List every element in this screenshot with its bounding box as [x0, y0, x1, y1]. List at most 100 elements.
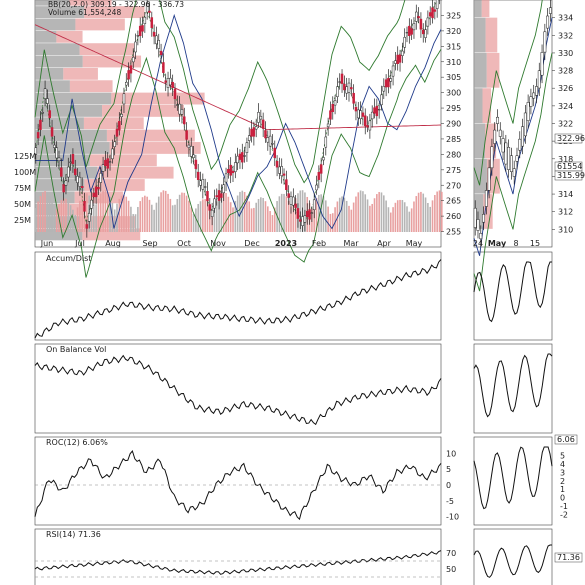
candle-body: [187, 144, 191, 148]
zoom-tick-label: 334: [558, 14, 573, 23]
volume-bar: [273, 207, 276, 232]
zoom-bb-upper: [473, 0, 543, 186]
zoom-candle-body: [509, 155, 513, 172]
candle-body: [210, 209, 214, 217]
candle-body: [296, 208, 300, 219]
roc-badge: 6.06: [557, 435, 575, 444]
candle-body: [424, 29, 427, 38]
ma-blue-line: [35, 13, 442, 230]
candle-body: [236, 155, 239, 164]
zoom-profile-down: [474, 88, 483, 123]
month-tick-label: Apr: [377, 239, 392, 248]
volume-bar: [213, 208, 216, 232]
volume-profile-bar-down: [35, 30, 57, 43]
zoom-candle-body: [537, 70, 541, 89]
zoom-roc-line: [473, 446, 553, 510]
volume-bar: [167, 193, 169, 232]
candle-body: [280, 166, 283, 176]
volume-bar: [394, 202, 397, 232]
candle-body: [405, 31, 409, 34]
zoom-roc-tick-label: 0: [560, 494, 565, 503]
volume-bar: [44, 191, 46, 232]
candle-body: [134, 41, 137, 53]
volume-bar: [188, 200, 190, 232]
candle-body: [162, 62, 165, 73]
volume-bar: [229, 202, 232, 232]
volume-bar: [350, 209, 353, 232]
volume-bar: [357, 192, 360, 232]
candle-body: [189, 146, 193, 157]
volume-bar: [60, 200, 63, 232]
zoom-candle-body: [501, 138, 505, 153]
candle-body: [120, 113, 123, 118]
candle-body: [180, 109, 184, 115]
candle-body: [410, 28, 413, 35]
zoom-roc-tick-label: 5: [560, 451, 565, 460]
volume-tick-label: 50M: [14, 200, 31, 209]
month-tick-label: May: [406, 239, 423, 248]
candle-body: [150, 17, 154, 28]
price-ticks: 255 260 265 270 275 280 285 290 295 300 305 310 315 3…: [441, 11, 461, 237]
price-tick-label: 270: [446, 181, 461, 190]
volume-bar: [241, 190, 244, 232]
zoom-candle-body: [526, 102, 530, 121]
zoom-profile-down: [474, 52, 487, 88]
volume-bar: [325, 200, 327, 232]
volume-bar: [343, 197, 346, 232]
volume-bar: [155, 202, 158, 232]
volume-bar: [118, 198, 121, 232]
volume-bar: [53, 208, 56, 232]
volume-bar: [329, 213, 332, 232]
volume-bar: [280, 193, 283, 232]
volume-bar: [352, 202, 355, 232]
month-tick-label: Oct: [177, 239, 191, 248]
volume-bar: [93, 205, 95, 232]
volume-bar: [236, 195, 239, 232]
candle-body: [343, 83, 346, 91]
volume-bar: [438, 190, 441, 232]
volume-tick-label: 25M: [14, 216, 31, 225]
candle-body: [48, 110, 51, 119]
volume-profile-bar-up: [74, 191, 124, 204]
volume-bar: [239, 191, 241, 232]
volume-bar: [415, 196, 418, 232]
candle-body: [131, 56, 135, 63]
month-tick-label: Jul: [74, 239, 85, 248]
volume-bar: [345, 200, 348, 232]
zoom-tick-label: 312: [558, 208, 573, 217]
roc-tick-label: 5: [446, 465, 451, 474]
month-ticks: Jun Jul Aug Sep Oct Nov Dec 2023 Feb Mar Apr May: [40, 239, 423, 248]
zoom-tick-label: 332: [558, 31, 573, 40]
volume-bar: [417, 192, 420, 232]
zoom-tick-label: 314: [558, 190, 573, 199]
price-badge-a: 61554: [557, 162, 582, 171]
volume-bar: [120, 195, 123, 232]
volume-profile-bar-down: [35, 6, 85, 19]
zoom-candle-body: [487, 167, 491, 191]
volume-bar: [146, 196, 148, 232]
volume-profile-bar-up: [63, 67, 98, 80]
candle-body: [87, 213, 91, 222]
candle-body: [169, 77, 172, 86]
accum-title: Accum/Dist: [46, 254, 91, 263]
candle-body: [55, 147, 58, 159]
candle-body: [196, 171, 200, 180]
volume-bar: [164, 190, 167, 232]
price-tick-label: 320: [446, 27, 461, 36]
candle-body: [324, 136, 328, 148]
volume-bar: [406, 206, 408, 232]
volume-bar: [431, 200, 434, 232]
candle-body: [322, 157, 325, 161]
volume-bar: [243, 191, 246, 232]
volume-bar: [81, 195, 83, 232]
volume-tick-label: 100M: [14, 168, 36, 177]
rsi-tick-label: 70: [446, 549, 456, 558]
candle-body: [108, 161, 112, 163]
volume-bar: [255, 202, 257, 232]
volume-profile-bar-down: [35, 216, 81, 228]
candle-body: [261, 119, 265, 129]
candle-body: [308, 209, 311, 220]
candle-body: [94, 186, 98, 198]
volume-bar: [262, 198, 264, 232]
rsi-tick-label: 50: [446, 565, 456, 574]
